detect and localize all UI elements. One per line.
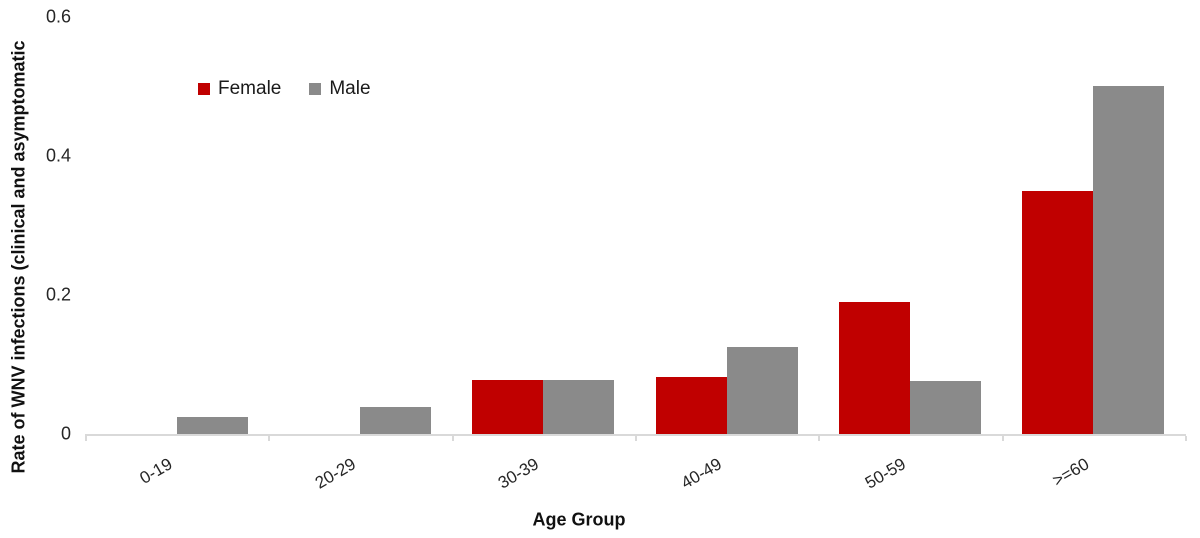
legend-item-male: Male	[309, 78, 371, 100]
legend-swatch-male	[309, 83, 322, 95]
x-axis-tick	[635, 436, 637, 441]
x-axis-tick	[1185, 436, 1187, 441]
y-tick-label: 0.2	[45, 284, 71, 305]
x-axis-tick	[85, 436, 87, 441]
x-axis-tick	[452, 436, 454, 441]
legend: Female Male	[198, 78, 371, 100]
legend-item-female: Female	[198, 78, 281, 100]
x-category-label: 40-49	[678, 454, 726, 493]
x-axis-line	[85, 434, 1186, 436]
y-tick-label: 0	[60, 423, 71, 444]
legend-label: Female	[218, 78, 282, 99]
x-axis-tick	[818, 436, 820, 441]
bar-male-0-19	[177, 417, 248, 434]
bar-male->=60	[1093, 86, 1164, 434]
x-category-label: 20-29	[311, 454, 359, 493]
legend-swatch-female	[198, 83, 210, 95]
y-tick-label: 0.4	[45, 145, 71, 166]
bar-female-50-59	[839, 302, 910, 434]
x-axis-tick	[268, 436, 270, 441]
bar-female-30-39	[472, 380, 543, 434]
x-axis-title: Age Group	[532, 509, 626, 530]
bar-male-20-29	[360, 407, 431, 434]
x-category-label: >=60	[1048, 454, 1092, 491]
x-axis-tick	[1002, 436, 1004, 441]
bar-male-40-49	[727, 347, 798, 434]
bar-male-50-59	[910, 381, 981, 434]
x-category-label: 50-59	[861, 454, 909, 493]
bar-female-40-49	[656, 377, 727, 434]
bar-male-30-39	[543, 380, 614, 434]
x-category-label: 0-19	[136, 454, 176, 488]
legend-label: Male	[329, 78, 371, 99]
x-category-label: 30-39	[494, 454, 542, 493]
y-tick-label: 0.6	[45, 6, 71, 27]
bar-female->=60	[1022, 191, 1093, 434]
y-axis-title: Rate of WNV infections (clinical and asy…	[8, 40, 29, 474]
